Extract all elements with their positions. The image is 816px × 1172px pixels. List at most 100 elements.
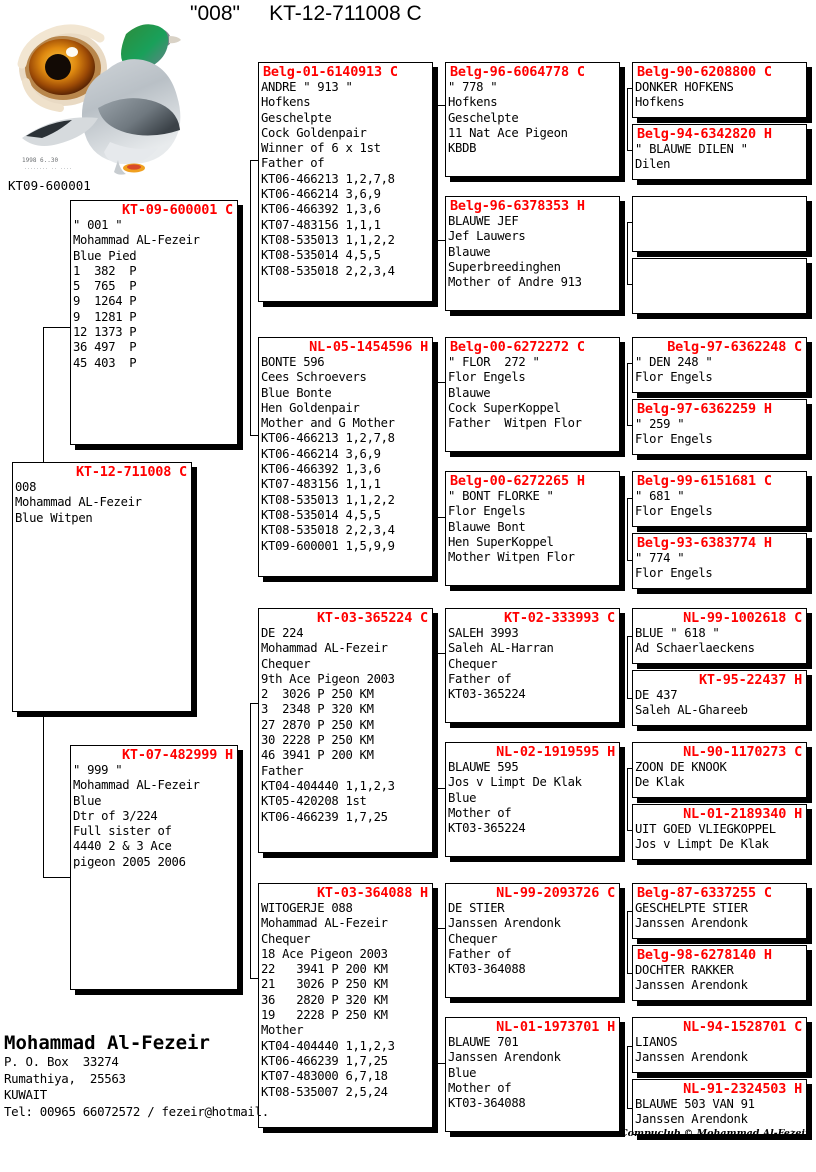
pedigree-line: Janssen Arendonk <box>448 916 561 931</box>
pedigree-line: Blue <box>448 790 477 805</box>
pedigree-line: Father of <box>448 946 512 961</box>
pedigree-line: Winner of 6 x 1st <box>261 141 381 156</box>
pedigree-line: Janssen Arendonk <box>635 1050 748 1065</box>
pedigree-box-gen3-3[interactable]: Belg-00-6272265 H " BONT FLORKE " Flor En… <box>445 471 620 586</box>
pedigree-line: GESCHELPTE STIER <box>635 901 748 915</box>
pedigree-box-gen2-1[interactable]: NL-05-1454596 H BONTE 596 Cees Schroevers… <box>258 337 433 577</box>
pedigree-line: Blue <box>73 793 102 808</box>
pedigree-box-gen4-4[interactable]: Belg-97-6362248 C " DEN 248 " Flor Engels <box>632 337 807 393</box>
connector-gen3-1-gen4-vertical <box>627 222 628 284</box>
pedigree-line: ZOON DE KNOOK <box>635 760 727 774</box>
owner-city: Rumathiya, 25563 <box>4 1070 126 1086</box>
pedigree-line: 12 1373 P <box>73 325 137 340</box>
connector-gen3-7 <box>436 1063 446 1064</box>
pedigree-box-gen1-1[interactable]: KT-07-482999 H " 999 " Mohammad AL-Fezeir… <box>70 745 238 990</box>
connector-gen4-7 <box>627 560 635 561</box>
pedigree-line: ANDRE " 913 " <box>261 80 353 94</box>
pedigree-line: Mohammad AL-Fezeir <box>261 641 388 656</box>
pedigree-line: Hofkens <box>261 95 311 110</box>
pedigree-line: KT05-420208 1st <box>261 794 367 809</box>
pedigree-line: 19 2228 P 250 KM <box>261 1008 388 1023</box>
pedigree-box-gen2-3[interactable]: KT-03-364088 H WITOGERJE 088 Mohammad AL-… <box>258 883 433 1128</box>
connector-gen3-5 <box>436 788 446 789</box>
pedigree-box-ring: Belg-00-6272272 C <box>450 339 585 355</box>
pedigree-box-body: ANDRE " 913 " Hofkens Geschelpte Cock Golde… <box>259 80 432 279</box>
connector-gen1-0-gen2-vertical <box>250 160 251 435</box>
pedigree-line: KT07-483156 1,1,1 <box>261 217 381 232</box>
pedigree-box-gen3-0[interactable]: Belg-96-6064778 C " 778 " Hofkens Geschelp… <box>445 62 620 177</box>
connector-gen3-3 <box>436 517 446 518</box>
pedigree-line: Mohammad AL-Fezeir <box>15 495 142 510</box>
pedigree-box-gen3-7[interactable]: NL-01-1973701 H BLAUWE 701 Janssen Arendo… <box>445 1017 620 1132</box>
pedigree-box-body: LIANOS Janssen Arendonk <box>633 1035 806 1066</box>
pedigree-box-ring: Belg-93-6383774 H <box>637 535 772 551</box>
pedigree-box-ring: NL-01-2189340 H <box>683 806 802 822</box>
pedigree-line: KT06-466239 1,7,25 <box>261 1053 388 1068</box>
pedigree-box-gen4-5[interactable]: Belg-97-6362259 H " 259 " Flor Engels <box>632 399 807 455</box>
connector-gen1-1-gen2-vertical <box>250 703 251 978</box>
pedigree-line: Hen Goldenpair <box>261 400 360 415</box>
pedigree-box-gen2-0[interactable]: Belg-01-6140913 C ANDRE " 913 " Hofkens Ge… <box>258 62 433 302</box>
pedigree-line: 5 765 P <box>73 279 137 294</box>
pedigree-line: Cock SuperKoppel <box>448 400 561 415</box>
pedigree-box-gen4-14[interactable]: NL-94-1528701 C LIANOS Janssen Arendonk <box>632 1017 807 1073</box>
pedigree-box-gen1-0[interactable]: KT-09-600001 C " 001 " Mohammad AL-Fezeir… <box>70 200 238 445</box>
pedigree-line: Hen SuperKoppel <box>448 534 554 549</box>
pigeon-body-photo: 1998 6..30 ........ .. .... <box>22 24 181 175</box>
pedigree-box-body: BLUE " 618 " Ad Schaerlaeckens <box>633 626 806 657</box>
pedigree-line: Father of <box>448 671 512 686</box>
pedigree-box-gen4-15[interactable]: NL-91-2324503 H BLAUWE 503 VAN 91 Janssen… <box>632 1079 807 1135</box>
owner-country: KUWAIT <box>4 1087 47 1102</box>
svg-text:1998 6..30: 1998 6..30 <box>22 157 59 164</box>
pedigree-line: Mohammad AL-Fezeir <box>73 778 200 793</box>
pedigree-line: DONKER HOFKENS <box>635 80 734 94</box>
pedigree-box-gen3-6[interactable]: NL-99-2093726 C DE STIER Janssen Arendonk… <box>445 883 620 998</box>
connector-gen3-3-gen4-vertical <box>627 498 628 560</box>
pedigree-line: Blauwe <box>448 244 491 259</box>
pedigree-box-gen4-10[interactable]: NL-90-1170273 C ZOON DE KNOOK De Klak <box>632 742 807 798</box>
pedigree-box-subject[interactable]: KT-12-711008 C 008 Mohammad AL-Fezeir Blue… <box>12 462 192 712</box>
pedigree-line: " BONT FLORKE " <box>448 489 554 503</box>
pedigree-line: Janssen Arendonk <box>635 916 748 931</box>
pedigree-box-gen4-0[interactable]: Belg-90-6208800 C DONKER HOFKENS Hofkens <box>632 62 807 118</box>
pedigree-box-ring: NL-94-1528701 C <box>683 1019 802 1035</box>
pedigree-line: De Klak <box>635 775 685 790</box>
pedigree-line: Saleh AL-Harran <box>448 641 554 656</box>
pedigree-box-gen4-9[interactable]: KT-95-22437 H DE 437 Saleh AL-Ghareeb <box>632 670 807 726</box>
pedigree-line: 45 403 P <box>73 355 137 370</box>
pedigree-box-body: DE STIER Janssen Arendonk Chequer Father of… <box>446 901 619 977</box>
pedigree-line: 3 2348 P 320 KM <box>261 702 374 717</box>
pedigree-line: DE 224 <box>261 626 304 640</box>
connector-gen2-1 <box>250 435 260 436</box>
pedigree-line: pigeon 2005 2006 <box>73 854 186 869</box>
pedigree-line: KT08-535018 2,2,3,4 <box>261 523 395 538</box>
pedigree-box-gen3-2[interactable]: Belg-00-6272272 C " FLOR 272 " Flor Engel… <box>445 337 620 452</box>
pedigree-box-gen3-1[interactable]: Belg-96-6378353 H BLAUWE JEF Jef Lauwers B… <box>445 196 620 311</box>
connector-gen4-15 <box>627 1108 635 1109</box>
pedigree-box-ring: Belg-97-6362248 C <box>667 339 802 355</box>
pedigree-box-gen4-8[interactable]: NL-99-1002618 C BLUE " 618 " Ad Schaerlae… <box>632 608 807 664</box>
connector-gen4-2 <box>627 222 635 223</box>
pedigree-box-gen3-5[interactable]: NL-02-1919595 H BLAUWE 595 Jos v Limpt De… <box>445 742 620 857</box>
pedigree-box-body: " BONT FLORKE " Flor Engels Blauwe Bont Hen… <box>446 489 619 565</box>
pedigree-box-gen4-2[interactable] <box>632 196 807 252</box>
pedigree-box-gen3-4[interactable]: KT-02-333993 C SALEH 3993 Saleh AL-Harran… <box>445 608 620 723</box>
pedigree-line: Full sister of <box>73 824 172 839</box>
pedigree-box-body: BLAUWE 503 VAN 91 Janssen Arendonk <box>633 1097 806 1128</box>
pedigree-line: " FLOR 272 " <box>448 355 540 369</box>
pedigree-line: 46 3941 P 200 KM <box>261 748 374 763</box>
pedigree-box-gen4-12[interactable]: Belg-87-6337255 C GESCHELPTE STIER Jansse… <box>632 883 807 939</box>
pedigree-box-gen4-11[interactable]: NL-01-2189340 H UIT GOED VLIEGKOPPEL Jos … <box>632 804 807 860</box>
pedigree-line: Father <box>261 763 304 778</box>
pedigree-box-body: DONKER HOFKENS Hofkens <box>633 80 806 111</box>
connector-gen2-0 <box>250 160 260 161</box>
pedigree-box-gen4-13[interactable]: Belg-98-6278140 H DOCHTER RAKKER Janssen … <box>632 945 807 1001</box>
pedigree-box-gen4-6[interactable]: Belg-99-6151681 C " 681 " Flor Engels <box>632 471 807 527</box>
pedigree-box-gen4-3[interactable] <box>632 258 807 314</box>
connector-gen3-5-gen4-vertical <box>627 768 628 830</box>
pedigree-box-gen4-1[interactable]: Belg-94-6342820 H " BLAUWE DILEN " Dilen <box>632 124 807 180</box>
pedigree-box-gen4-7[interactable]: Belg-93-6383774 H " 774 " Flor Engels <box>632 533 807 589</box>
pedigree-line: KT07-483000 6,7,18 <box>261 1069 388 1084</box>
connector-gen4-12 <box>627 911 635 912</box>
pedigree-box-gen2-2[interactable]: KT-03-365224 C DE 224 Mohammad AL-Fezeir C… <box>258 608 433 853</box>
